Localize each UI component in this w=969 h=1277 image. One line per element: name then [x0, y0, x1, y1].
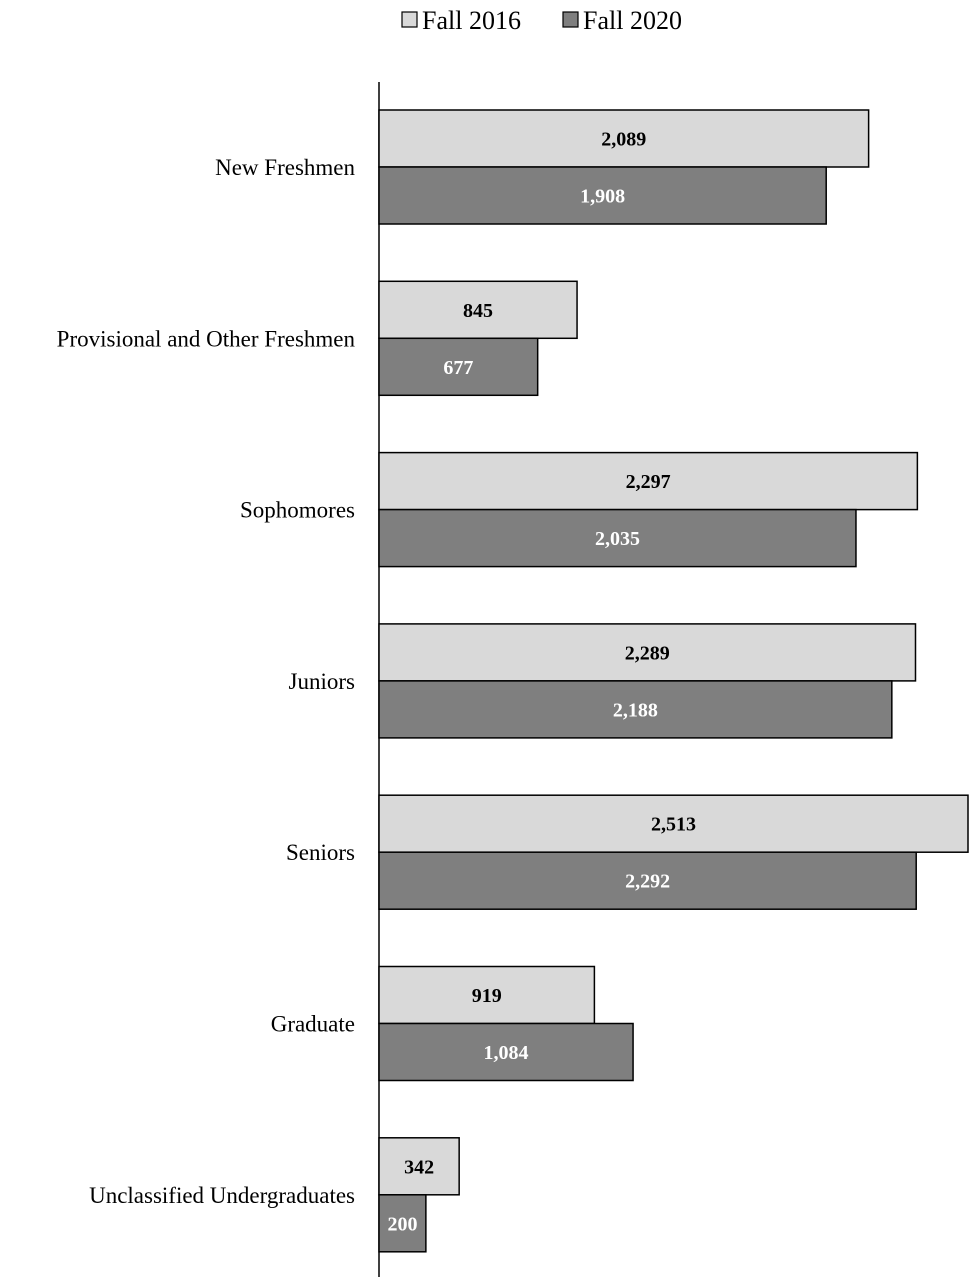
category-labels: New Freshmen Provisional and Other Freshm…: [57, 155, 356, 1208]
category-label: Seniors: [286, 840, 355, 865]
data-label: 200: [387, 1213, 417, 1235]
data-label: 2,089: [601, 129, 646, 151]
category-label: Graduate: [271, 1012, 355, 1037]
legend-swatch-1: [401, 11, 418, 28]
bars: 2,089 1,908 845 677 2,297 2,035 2,289 2,188 2,51…: [378, 109, 969, 1253]
category-label: Juniors: [289, 669, 356, 694]
legend-swatch-2: [562, 11, 579, 28]
bar-fall-2016: [378, 1137, 460, 1196]
data-label: 2,297: [626, 471, 671, 493]
data-label: 1,908: [580, 186, 625, 208]
bar-fall-2020: [378, 1022, 634, 1082]
data-label: 2,035: [595, 528, 640, 550]
bar-fall-2016: [378, 965, 596, 1025]
data-label: 677: [443, 357, 473, 379]
legend-label-2: Fall 2020: [583, 6, 682, 35]
bar-fall-2020: [378, 166, 827, 225]
category-label: New Freshmen: [215, 155, 355, 180]
category-label: Unclassified Undergraduates: [89, 1183, 355, 1208]
bar-fall-2020: [378, 680, 893, 739]
bar-fall-2016: [378, 623, 917, 682]
data-label: 2,513: [651, 814, 696, 836]
data-label: 342: [404, 1156, 434, 1178]
bar-fall-2020: [378, 508, 857, 568]
data-label: 845: [463, 300, 493, 322]
data-label: 2,188: [613, 699, 658, 721]
bar-fall-2020: [378, 851, 917, 910]
data-label: 919: [472, 985, 502, 1007]
bar-fall-2016: [378, 451, 919, 511]
legend: Fall 2016 Fall 2020: [401, 6, 682, 35]
bar-fall-2016: [378, 794, 969, 853]
data-label: 2,292: [625, 871, 670, 893]
bar-fall-2020: [378, 337, 539, 397]
bar-fall-2020: [378, 1194, 427, 1253]
legend-label-1: Fall 2016: [422, 6, 521, 35]
category-label: Sophomores: [240, 498, 355, 523]
data-label: 1,084: [484, 1042, 529, 1064]
category-label: Provisional and Other Freshmen: [57, 326, 356, 351]
data-label: 2,289: [625, 642, 670, 664]
